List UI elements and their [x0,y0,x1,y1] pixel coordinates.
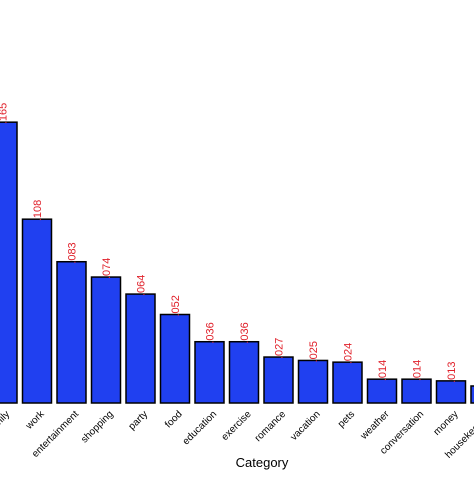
value-label-romance: .027 [274,338,286,359]
bar-romance [263,356,294,404]
bar-food [159,313,191,404]
tick-label-education: education [181,409,219,447]
value-label-education: .036 [205,322,217,343]
tick-label-vacation: vacation [289,409,323,443]
bars-group [0,121,474,404]
tick-label-romance: romance [253,409,289,445]
bar-entertainment [56,260,87,404]
value-label-conversation: .014 [412,360,424,381]
bar-party [125,293,156,404]
bar-housekeeping [470,385,474,404]
value-label-work: .108 [32,200,44,221]
bar-family [0,121,18,404]
bar-education [194,340,225,404]
value-label-weather: .014 [377,360,389,381]
bar-shopping [90,276,122,404]
tick-label-food: food [163,409,185,431]
bar-exercise [228,340,260,404]
bar-conversation [401,378,432,404]
tick-label-family: family [0,409,12,435]
value-label-vacation: .025 [308,341,320,362]
bar-work [21,218,53,404]
tick-label-weather: weather [358,408,392,442]
bar-weather [366,378,398,404]
tick-label-party: party [127,409,151,433]
value-label-exercise: .036 [239,322,251,343]
value-label-party: .064 [136,275,148,296]
tick-label-work: work [23,408,47,432]
value-label-pets: .024 [343,343,355,364]
tick-label-money: money [432,409,461,438]
bar-vacation [297,359,329,404]
value-label-food: .052 [170,295,182,316]
value-label-shopping: .074 [101,258,113,279]
value-labels-group: .165 .108 .083 .074 .064 .052 .036 .036 .027 .025… [0,103,458,383]
tick-label-exercise: exercise [220,409,254,443]
bar-money [435,380,467,404]
x-axis-label: Category [236,455,289,470]
bar-pets [332,361,363,404]
tick-label-shopping: shopping [79,409,115,445]
value-label-family: .165 [0,103,10,124]
tick-label-pets: pets [336,409,357,430]
value-label-entertainment: .083 [67,242,79,263]
value-label-money: .013 [446,361,458,382]
